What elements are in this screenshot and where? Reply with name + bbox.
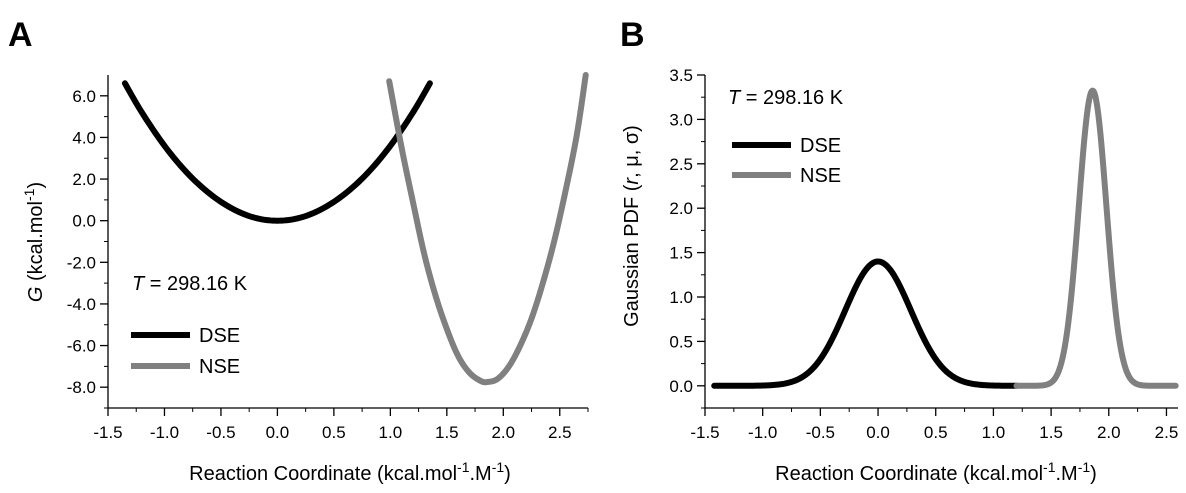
panel-a: A -1.5 -1.0 -0.5 0.0 0.5 1.0 1.5 2.0 2.5 6.0 4.0 2.… [8,16,589,485]
panel-b-x-tick-label: -0.5 [806,423,835,442]
panel-a-x-tick-label: -1.5 [93,423,122,442]
panel-b-x-tick-label: 2.0 [1097,423,1121,442]
panel-b-xlabel-close: ) [1090,463,1097,485]
panel-b-y-tick-label: 1.0 [669,288,693,307]
panel-b-annot-italic: T [728,87,742,109]
panel-a-ylabel-sup: -1 [21,188,37,201]
panel-b-annot-rest: = 298.16 K [740,87,844,109]
panel-b-temperature-annotation: T = 298.16 K [728,87,844,109]
panel-a-annot-italic: T [132,273,146,295]
panel-a-xlabel-sup2: -1 [492,459,505,475]
panel-a-ylabel-close: ) [25,182,47,189]
panel-b-xlabel-main: Reaction Coordinate (kcal.mol [775,463,1043,485]
panel-a-xlabel-sup1: -1 [457,459,470,475]
panel-b-series-nse-line [1013,87,1179,389]
panel-a-y-tick-label: -2.0 [67,253,96,272]
panel-b-y-axis-label: Gaussian PDF (r, μ, σ) [621,125,643,327]
panel-a-legend-dse-label: DSE [199,325,240,347]
panel-a-curves [121,72,589,386]
panel-b-y-tick-label: 1.5 [669,244,693,263]
panel-a-series-nse-line [386,72,589,386]
panel-a-x-tick-label: 1.5 [435,423,459,442]
panel-b-x-tick-label: 2.5 [1155,423,1179,442]
panel-a-letter: A [8,16,33,54]
panel-b-series-dse-line [711,258,1020,389]
panel-a-y-tick-label: -4.0 [67,295,96,314]
panel-b-y-tick-label: 2.5 [669,155,693,174]
panel-b-x-tick-label: 0.5 [924,423,948,442]
panel-b-xlabel-sup2: -1 [1078,459,1091,475]
panel-a-x-tick-label: 0.0 [266,423,290,442]
panel-b-y-tick-label: 0.0 [669,377,693,396]
panel-b-legend-dse-label: DSE [800,135,841,157]
panel-b-y-tick-label: 2.0 [669,199,693,218]
panel-a-y-tick-label: 4.0 [72,128,96,147]
panel-b-ylabel-r: r [621,177,643,185]
panel-b-legend: DSE NSE [732,135,841,187]
panel-a-x-tick-label: -1.0 [150,423,179,442]
panel-a-x-tick-label: -0.5 [206,423,235,442]
panel-b-x-axis-label: Reaction Coordinate (kcal.mol-1.M-1) [775,459,1097,485]
panel-a-x-tick-label: 1.0 [379,423,403,442]
panel-b-ylabel-end: , μ, σ) [621,125,643,178]
panel-a-legend: DSE NSE [131,325,240,378]
panel-a-y-tick-label: 2.0 [72,170,96,189]
panel-a-x-tick-label: 2.0 [491,423,515,442]
panel-a-xlabel-main: Reaction Coordinate (kcal.mol [189,463,457,485]
panel-a-y-axis-label: G (kcal.mol-1) [21,182,47,302]
panel-b-x-tick-label: 0.0 [866,423,890,442]
panel-a-series-dse-line [121,80,433,224]
panel-a-temperature-annotation: T = 298.16 K [132,273,248,295]
panel-a-y-tick-label: -6.0 [67,337,96,356]
panel-b-axes: -1.5 -1.0 -0.5 0.0 0.5 1.0 1.5 2.0 2.5 3.5 3.0 2.5 2… [669,66,1178,442]
panel-b-xlabel-sup1: -1 [1043,459,1056,475]
panel-b-y-tick-label: 3.5 [669,66,693,85]
panel-a-ylabel-rest: (kcal.mol [25,201,47,287]
panel-b-x-tick-label: -1.0 [748,423,777,442]
panel-a-y-tick-label: 0.0 [72,212,96,231]
panel-a-legend-nse-label: NSE [199,356,240,378]
panel-b-curves [711,87,1179,389]
panel-b-x-tick-label: 1.5 [1039,423,1063,442]
panel-a-ylabel-italic: G [25,287,47,303]
panel-b-y-tick-label: 3.0 [669,110,693,129]
panel-a-y-tick-label: -8.0 [67,378,96,397]
panel-a-x-tick-label: 0.5 [322,423,346,442]
panel-a-xlabel-mid: .M [470,463,492,485]
panel-b: B -1.5 -1.0 -0.5 0.0 0.5 1.0 1.5 2.0 2.5 3.5 3.0 2.… [620,16,1179,485]
panel-a-x-tick-label: 2.5 [548,423,572,442]
panel-b-x-tick-label: -1.5 [690,423,719,442]
panel-a-xlabel-close: ) [504,463,511,485]
panel-b-ylabel-start: Gaussian PDF ( [621,184,643,327]
panel-a-axes: -1.5 -1.0 -0.5 0.0 0.5 1.0 1.5 2.0 2.5 6.0 4.0 2.0 0… [67,75,589,442]
panel-b-letter: B [620,16,645,54]
panel-a-y-tick-label: 6.0 [72,87,96,106]
panel-b-y-tick-label: 0.5 [669,332,693,351]
panel-b-xlabel-mid: .M [1056,463,1078,485]
panel-a-x-axis-label: Reaction Coordinate (kcal.mol-1.M-1) [189,459,511,485]
panel-a-annot-rest: = 298.16 K [144,273,248,295]
panel-b-legend-nse-label: NSE [800,165,841,187]
panel-b-x-tick-label: 1.0 [982,423,1006,442]
